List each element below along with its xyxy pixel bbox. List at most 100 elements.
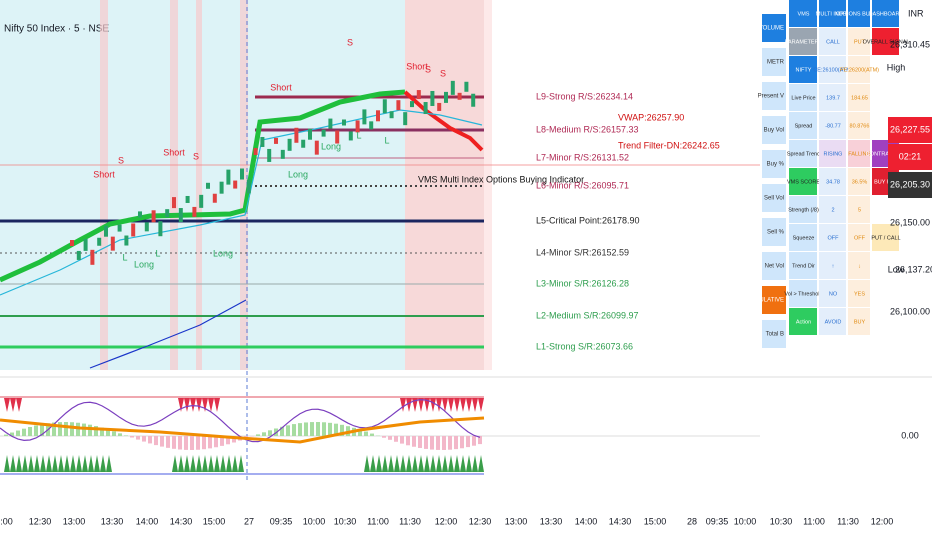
dashboard-cell <box>848 168 870 195</box>
red-triangle <box>190 398 196 412</box>
red-triangle <box>442 398 448 412</box>
green-triangle <box>430 455 436 472</box>
dashboard-cell <box>872 224 899 251</box>
dashboard-cell <box>819 0 846 27</box>
dashboard-text: Vol > Threshold <box>784 291 822 297</box>
histogram-bar <box>16 430 20 436</box>
time-label: 14:30 <box>170 516 193 526</box>
histogram-bar <box>388 436 392 440</box>
histogram-bar <box>40 424 44 436</box>
dashboard-text: BUY PUT <box>874 179 898 185</box>
green-triangle <box>460 455 466 472</box>
histogram-bar <box>58 422 62 436</box>
candle <box>219 181 224 194</box>
time-label: 10:30 <box>334 516 357 526</box>
histogram-bar <box>142 436 146 442</box>
level-label: L9-Strong R/S:26234.14 <box>536 91 633 101</box>
time-label: 11:00 <box>367 516 389 526</box>
dashboard-text: YES <box>854 291 865 297</box>
dashboard-text: ↓ <box>858 263 861 269</box>
red-triangle <box>16 398 22 412</box>
dashboard-cell <box>819 280 846 307</box>
candle <box>423 102 428 115</box>
signal-marker: Short <box>93 169 115 179</box>
green-triangle <box>70 455 76 472</box>
candle <box>151 210 156 223</box>
time-label: 27 <box>244 516 254 526</box>
histogram-bar <box>340 424 344 436</box>
red-triangle <box>406 398 412 412</box>
volume-label: Total B <box>766 332 784 338</box>
histogram-bar <box>400 436 404 444</box>
dashboard-text: MULTI INDEX <box>816 11 851 17</box>
price-label: Low <box>888 264 905 274</box>
green-triangle <box>466 455 472 472</box>
volume-label: Buy % <box>767 162 785 168</box>
dashboard-text: PUT <box>854 39 866 45</box>
time-label: 12:30 <box>29 516 52 526</box>
red-triangle <box>4 398 10 412</box>
green-triangle <box>82 455 88 472</box>
green-triangle <box>52 455 58 472</box>
osc-orange <box>0 416 485 444</box>
histogram-bar <box>280 426 284 436</box>
signal-marker: S <box>118 155 124 165</box>
dashboard-text: Trend Dir <box>792 263 815 269</box>
vwap-steps <box>89 299 247 369</box>
signal-marker: S <box>440 68 446 78</box>
histogram-bar <box>130 436 134 438</box>
histogram-bar <box>52 422 56 436</box>
histogram-bar <box>268 430 272 436</box>
histogram-bar <box>70 422 74 436</box>
candle <box>110 236 115 251</box>
level-label: L1-Strong S/R:26073.66 <box>536 341 633 351</box>
level-label: L5-Critical Point:26178.90 <box>536 215 640 225</box>
price-tag <box>888 172 932 198</box>
green-triangle <box>172 455 178 472</box>
trend-filter-label: Trend Filter-DN:26242.65 <box>618 140 720 150</box>
price-label: 0.00 <box>901 430 919 440</box>
candle <box>437 102 442 111</box>
histogram-bar <box>442 436 446 450</box>
price-label: 26,137.20 <box>895 264 932 274</box>
level-label: L3-Minor S/R:26126.28 <box>536 278 629 288</box>
green-triangle <box>226 455 232 472</box>
histogram-bar <box>22 428 26 436</box>
histogram-bar <box>316 422 320 436</box>
dashboard-cell <box>819 224 846 251</box>
dashboard-cell <box>848 308 870 335</box>
dashboard-text: Spread Trend <box>787 151 820 157</box>
green-triangle <box>448 455 454 472</box>
dashboard-text: CONTRACTING <box>866 151 906 157</box>
histogram-bar <box>202 436 206 450</box>
green-triangle <box>196 455 202 472</box>
candle <box>117 224 122 232</box>
price-tag <box>888 117 932 143</box>
candle <box>172 197 176 209</box>
green-triangle <box>34 455 40 472</box>
dashboard-text: PARAMETERS <box>785 39 823 45</box>
volume-cell <box>762 150 786 178</box>
dashboard-cell <box>848 224 870 251</box>
signal-marker: L <box>384 135 389 145</box>
level-label: L7-Minor R/S:26131.52 <box>536 152 629 162</box>
candle <box>97 237 102 246</box>
dashboard-text: OFF <box>828 235 840 241</box>
histogram-bar <box>328 422 332 436</box>
candle <box>457 92 462 100</box>
histogram-bar <box>382 436 386 438</box>
candle <box>138 211 142 218</box>
dashboard-cell <box>789 112 817 139</box>
candle <box>104 225 108 237</box>
candle <box>294 127 299 143</box>
currency: INR <box>908 8 924 18</box>
histogram-bar <box>88 424 92 436</box>
candle <box>212 193 217 203</box>
signal-marker: S <box>193 151 199 161</box>
histogram-bar <box>436 436 440 450</box>
candle <box>267 148 272 162</box>
histogram-bar <box>310 422 314 436</box>
green-triangle <box>406 455 412 472</box>
green-triangle <box>208 455 214 472</box>
volume-cell <box>762 82 786 110</box>
